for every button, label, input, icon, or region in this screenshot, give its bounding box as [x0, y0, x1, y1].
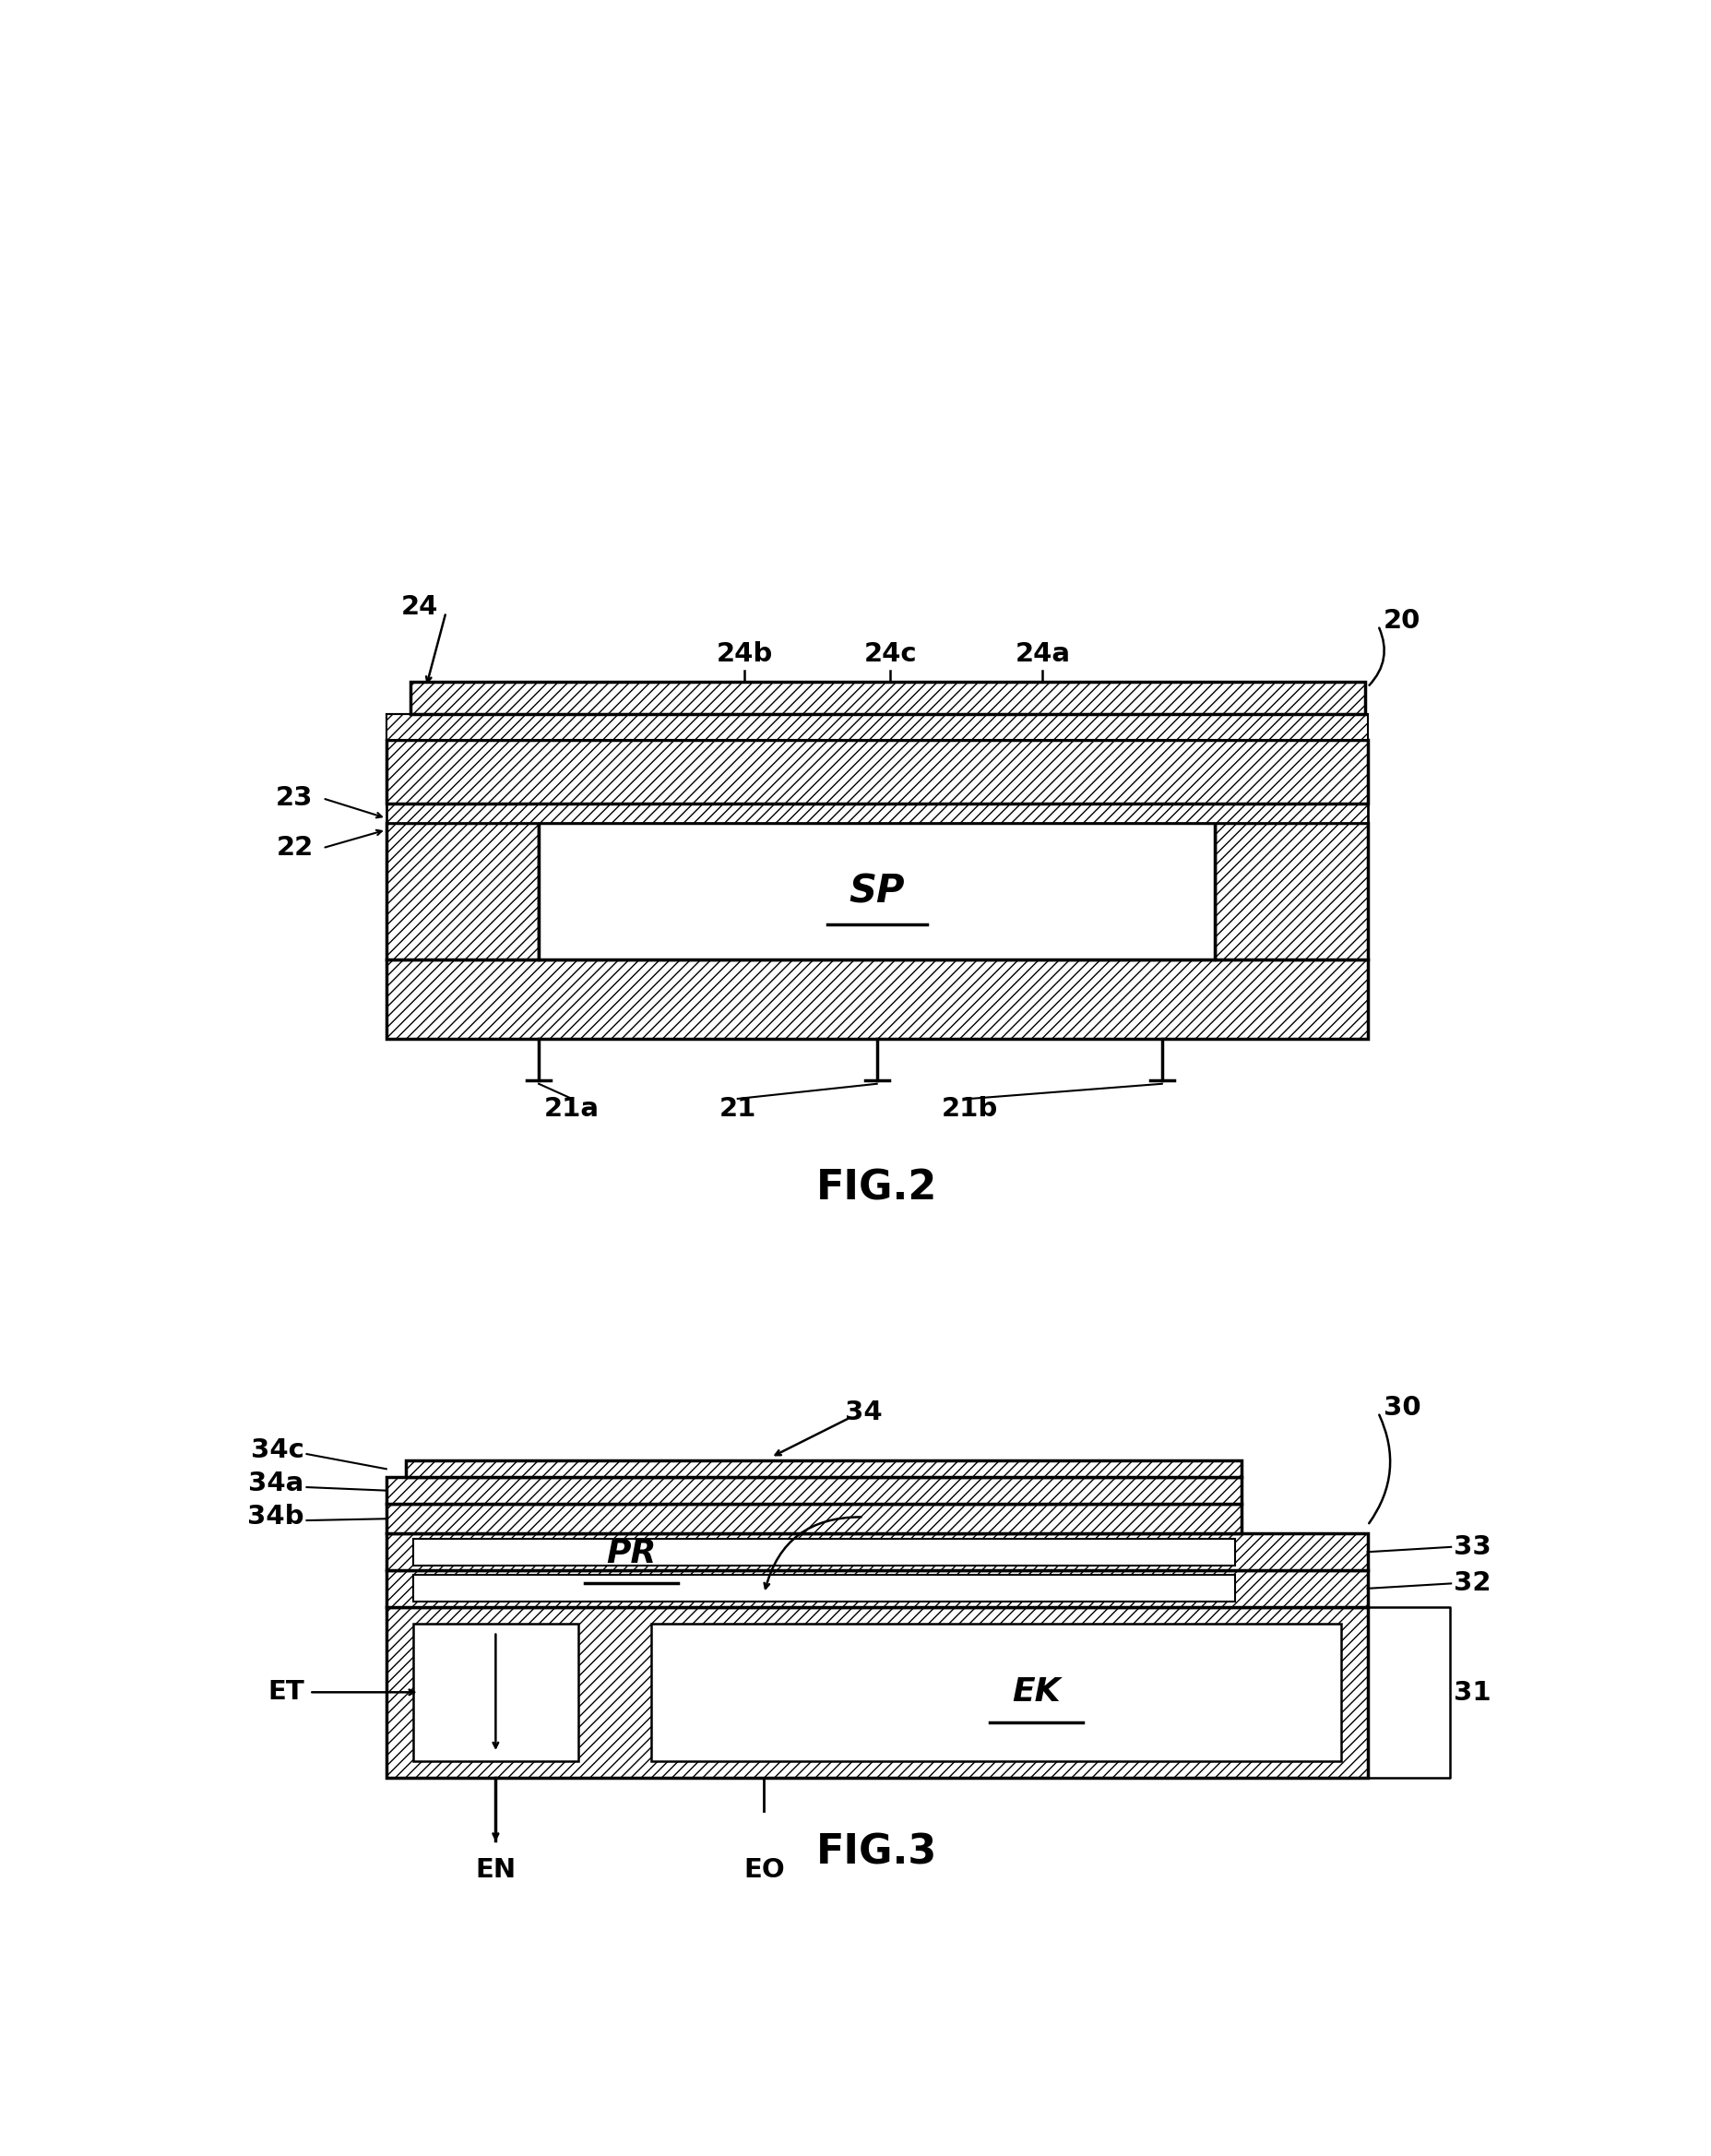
Text: ET: ET [267, 1680, 305, 1705]
Text: 30: 30 [1384, 1395, 1420, 1421]
Bar [1215, 824, 1367, 959]
Text: EO: EO [744, 1858, 785, 1882]
Bar [387, 1505, 1242, 1533]
Bar [387, 1570, 1367, 1606]
Bar [412, 1539, 1235, 1565]
Text: 20: 20 [1384, 608, 1420, 634]
Bar [539, 824, 1215, 959]
Bar [387, 714, 1367, 740]
Text: 22: 22 [275, 834, 313, 860]
Text: EN: EN [476, 1858, 517, 1882]
Bar [652, 1623, 1341, 1761]
Text: 21: 21 [719, 1095, 756, 1121]
Bar [387, 1533, 1367, 1570]
Bar [406, 1460, 1242, 1477]
Text: 34a: 34a [248, 1470, 305, 1496]
Bar [412, 1576, 1235, 1602]
Text: 34: 34 [845, 1399, 883, 1425]
Bar [411, 681, 1365, 714]
Text: SP: SP [849, 871, 905, 910]
Text: 32: 32 [1454, 1570, 1490, 1595]
Bar [387, 804, 1367, 824]
Text: EK: EK [1011, 1677, 1061, 1708]
Text: 21b: 21b [941, 1095, 998, 1121]
Text: FIG.2: FIG.2 [816, 1169, 938, 1207]
Bar [412, 1623, 578, 1761]
Text: 34c: 34c [252, 1438, 305, 1464]
Text: 21a: 21a [544, 1095, 599, 1121]
Text: PR: PR [606, 1537, 657, 1570]
Bar [387, 824, 539, 959]
Text: 34b: 34b [248, 1505, 305, 1531]
Text: 24c: 24c [864, 640, 917, 666]
Text: 23: 23 [275, 785, 313, 811]
Bar [387, 1477, 1242, 1505]
Text: 33: 33 [1454, 1535, 1492, 1561]
Text: 24b: 24b [715, 640, 773, 666]
Bar [387, 959, 1367, 1039]
Bar [387, 740, 1367, 804]
Bar [387, 1606, 1367, 1779]
Text: FIG.3: FIG.3 [816, 1833, 938, 1871]
Text: 24: 24 [400, 595, 438, 621]
Text: 31: 31 [1454, 1680, 1492, 1705]
Text: 24a: 24a [1015, 640, 1071, 666]
